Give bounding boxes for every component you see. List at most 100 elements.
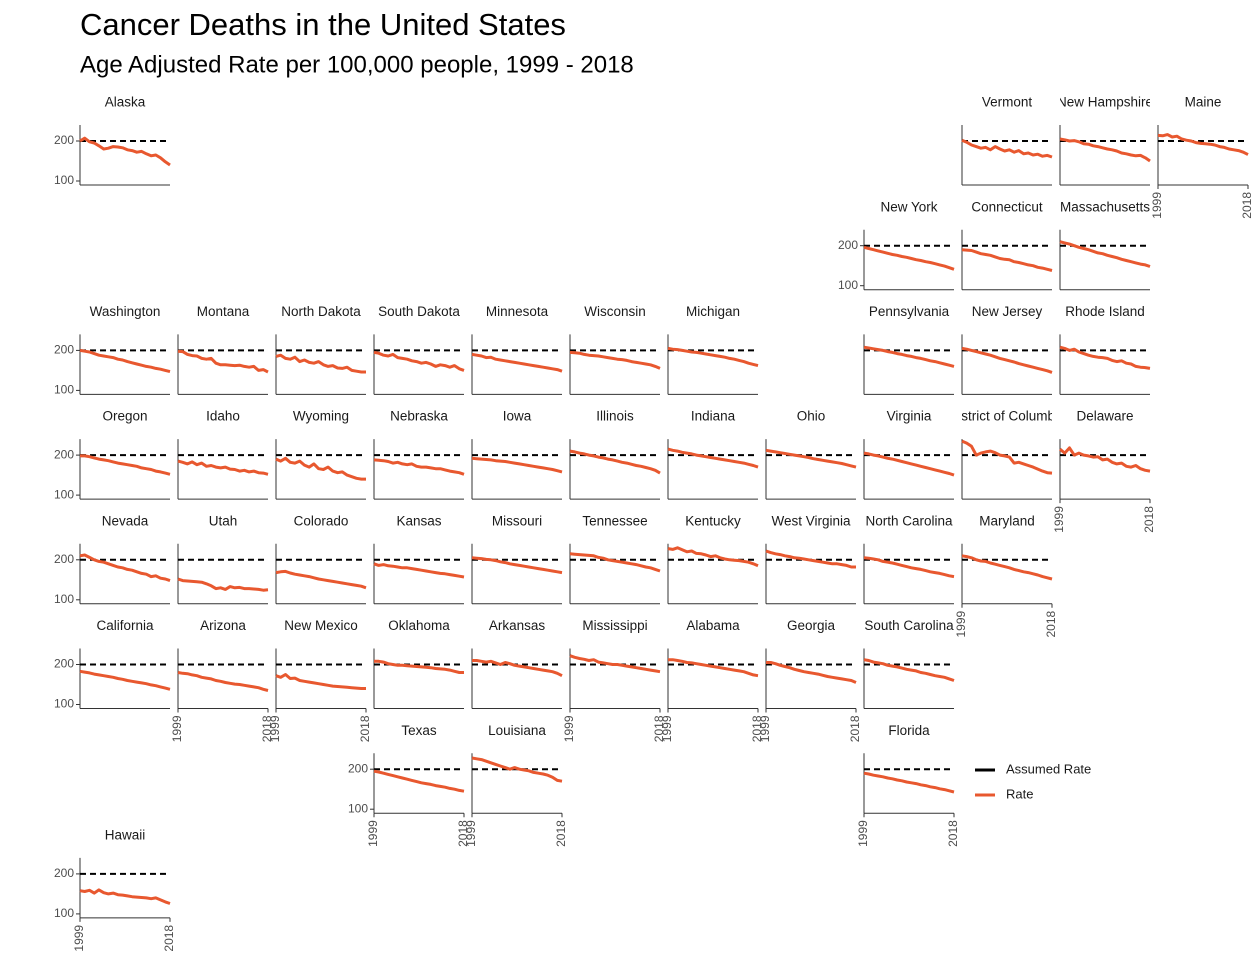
panel-title: West Virginia xyxy=(771,513,851,528)
panel-title: Montana xyxy=(197,304,250,319)
panel-title: New Hampshire xyxy=(1057,95,1153,110)
strip: New Jersey xyxy=(972,304,1043,319)
y-tick-label: 200 xyxy=(54,552,74,566)
strip: Kentucky xyxy=(685,513,741,528)
strip: California xyxy=(96,618,154,633)
panel-title: Alaska xyxy=(105,95,146,110)
x-tick-label: 2018 xyxy=(162,925,176,952)
rate-line xyxy=(275,673,366,690)
rate-line xyxy=(79,669,171,691)
strip: Illinois xyxy=(596,409,634,424)
rate-line xyxy=(275,456,366,481)
rate-line xyxy=(863,451,955,477)
rate-line xyxy=(471,756,563,783)
panel-title: New Jersey xyxy=(972,304,1043,319)
y-tick-label: 200 xyxy=(54,133,74,147)
rate-line xyxy=(1157,133,1249,156)
strip: Arkansas xyxy=(489,618,546,633)
y-tick-label: 100 xyxy=(838,278,858,292)
panel-title: Mississippi xyxy=(582,618,647,633)
y-tick-label: 100 xyxy=(54,697,74,711)
panel-title: Ohio xyxy=(797,409,826,424)
rate-line xyxy=(667,546,759,568)
panel-title: Arkansas xyxy=(489,618,546,633)
strip: Wisconsin xyxy=(584,304,646,319)
x-tick-label: 2018 xyxy=(456,820,470,847)
rate-line xyxy=(1059,240,1151,268)
x-tick-label: 1999 xyxy=(1150,192,1164,219)
panel-title: Wyoming xyxy=(293,409,349,424)
x-tick-label: 1999 xyxy=(72,925,86,952)
panel-title: Oklahoma xyxy=(388,618,450,633)
strip: Delaware xyxy=(1076,409,1133,424)
rate-line xyxy=(472,659,563,678)
y-tick-label: 100 xyxy=(54,173,74,187)
y-tick-label: 100 xyxy=(54,487,74,501)
strip: Virginia xyxy=(887,409,932,424)
x-tick-label: 1999 xyxy=(562,715,576,742)
strip: Florida xyxy=(888,723,930,738)
rate-line xyxy=(177,577,269,592)
panel-title: Nevada xyxy=(102,513,149,528)
panel-title: Massachusetts xyxy=(1060,199,1150,214)
y-tick-label: 100 xyxy=(348,801,368,815)
strip: Iowa xyxy=(503,409,532,424)
x-tick-label: 2018 xyxy=(946,820,960,847)
panel-title: Connecticut xyxy=(971,199,1043,214)
strip: Indiana xyxy=(691,409,736,424)
rate-line xyxy=(374,659,464,674)
y-tick-label: 200 xyxy=(54,447,74,461)
strip: Tennessee xyxy=(582,513,647,528)
rate-line xyxy=(79,348,171,374)
rate-line xyxy=(961,138,1053,159)
rate-line xyxy=(863,556,955,579)
panel-title: District of Columbia xyxy=(948,409,1066,424)
legend-label: Rate xyxy=(1006,786,1033,801)
panel-title: South Carolina xyxy=(864,618,954,633)
rate-line xyxy=(177,459,269,476)
chart-title: Cancer Deaths in the United States xyxy=(80,7,566,42)
rate-line xyxy=(961,346,1053,374)
strip: Hawaii xyxy=(105,827,146,842)
strip: Colorado xyxy=(294,513,349,528)
rate-line xyxy=(569,654,661,674)
rate-line xyxy=(471,352,563,373)
strip: Missouri xyxy=(492,513,542,528)
x-tick-label: 1999 xyxy=(954,610,968,637)
panel-title: Virginia xyxy=(887,409,932,424)
rate-line xyxy=(177,671,269,692)
strip: Oregon xyxy=(102,409,147,424)
strip: Nebraska xyxy=(390,409,448,424)
strip: Alabama xyxy=(686,618,740,633)
panel-title: South Dakota xyxy=(378,304,460,319)
x-tick-label: 1999 xyxy=(464,820,478,847)
panel-title: Michigan xyxy=(686,304,740,319)
rate-line xyxy=(863,345,955,368)
panel-title: Kentucky xyxy=(685,513,741,528)
x-tick-label: 1999 xyxy=(1052,506,1066,533)
y-tick-label: 200 xyxy=(348,761,368,775)
rate-line xyxy=(471,556,563,575)
x-tick-label: 1999 xyxy=(170,715,184,742)
rate-line xyxy=(80,454,171,476)
panel-title: Maine xyxy=(1185,95,1222,110)
strip: Wyoming xyxy=(293,409,349,424)
panel-title: Florida xyxy=(888,723,930,738)
rate-line xyxy=(569,449,661,475)
strip: Rhode Island xyxy=(1065,304,1145,319)
x-tick-label: 1999 xyxy=(660,715,674,742)
strip: Arizona xyxy=(200,618,246,633)
x-tick-label: 2018 xyxy=(1240,192,1254,219)
panel-title: California xyxy=(96,618,154,633)
y-tick-label: 100 xyxy=(54,592,74,606)
panel-title: Louisiana xyxy=(488,723,546,738)
strip: Nevada xyxy=(102,513,149,528)
panel-title: Illinois xyxy=(596,409,634,424)
strip: New Mexico xyxy=(284,618,358,633)
legend-label: Assumed Rate xyxy=(1006,761,1091,776)
x-tick-label: 2018 xyxy=(1044,610,1058,637)
strip: Utah xyxy=(209,513,238,528)
rate-line xyxy=(863,245,955,271)
rate-line xyxy=(569,552,661,573)
x-tick-label: 1999 xyxy=(366,820,380,847)
